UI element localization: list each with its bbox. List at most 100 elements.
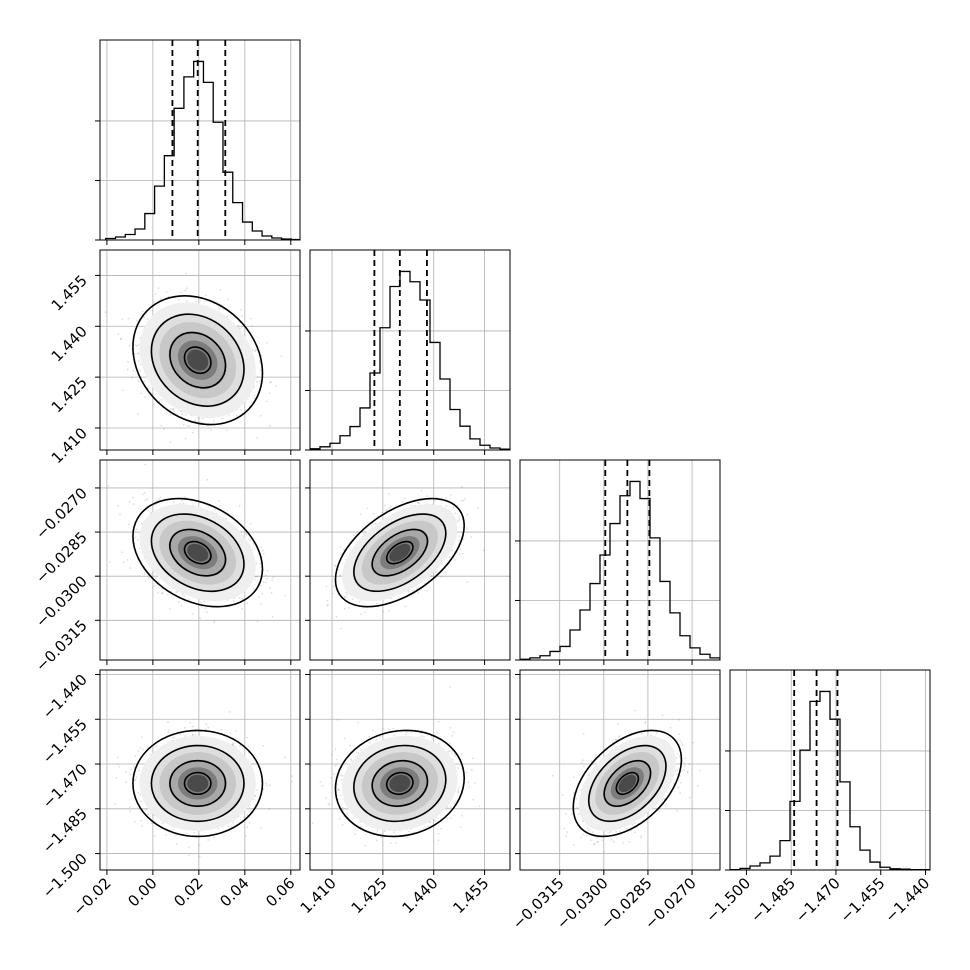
contour-line [353,513,447,593]
sample-point [181,413,183,415]
sample-point [121,318,124,320]
sample-point [415,587,418,590]
sample-point [269,587,271,589]
sample-point [466,528,468,530]
sample-point [256,437,258,439]
sample-point [127,317,130,320]
sample-point [238,597,241,599]
sample-point [253,395,256,397]
sample-point [149,753,152,756]
sample-point [397,596,400,599]
sample-point [260,603,262,605]
sample-point [187,854,190,857]
sample-point [459,548,462,551]
sample-point [163,428,166,430]
sample-point [123,561,125,564]
sample-point [151,309,154,312]
sample-point [132,370,135,372]
sample-point [340,627,342,630]
sample-point [137,380,140,383]
sample-point [203,600,206,603]
sample-point [334,564,337,567]
sample-point [169,441,172,443]
sample-point [450,493,452,496]
sample-point [151,586,154,589]
sample-point [148,576,150,579]
sample-point [326,604,329,607]
sample-point [131,376,134,379]
sample-point [136,319,139,322]
sample-point [417,591,420,594]
sample-point [146,498,149,500]
sample-point [128,501,131,503]
sample-point [265,400,268,403]
sample-point [200,421,203,424]
sample-point [426,495,428,498]
sample-point [206,424,209,427]
sample-point [127,360,129,363]
contour-line [150,313,245,407]
sample-point [134,536,137,539]
sample-point [388,506,391,509]
sample-point [153,585,156,587]
sample-point [213,621,215,624]
sample-point [180,291,182,294]
contour-line [334,497,465,608]
sample-point [252,588,255,591]
sample-point [182,423,185,426]
sample-point [186,300,188,303]
sample-point [240,409,243,411]
sample-point [135,528,138,531]
sample-point [183,496,186,498]
sample-point [255,562,258,564]
sample-point [291,775,293,777]
sample-point [194,734,197,736]
sample-point [166,291,168,293]
sample-point [185,272,188,275]
sample-point [195,300,198,303]
sample-point [171,408,174,411]
sample-point [180,604,183,607]
sample-point [109,561,111,564]
sample-point [169,413,172,415]
sample-point [225,517,228,520]
sample-point [138,547,141,550]
axes-frame [309,459,511,661]
sample-point [227,414,230,417]
sample-point [240,607,243,610]
sample-point [372,512,375,515]
axes-frame [309,249,511,451]
sample-point [249,522,252,525]
sample-point [250,325,253,327]
sample-point [261,549,264,552]
sample-point [466,581,468,584]
sample-point [440,575,443,578]
sample-point [137,352,140,355]
sample-point [141,310,144,313]
sample-point [128,344,131,347]
sample-point [166,594,169,596]
sample-point [182,502,185,505]
sample-point [156,592,159,594]
sample-point [204,300,206,303]
sample-point [233,742,235,745]
sample-point [104,311,107,314]
sample-point [133,779,136,782]
sample-point [253,386,256,389]
contour-line [183,346,212,375]
sample-point [461,531,463,533]
sample-point [512,522,514,524]
sample-point [122,389,124,392]
histogram-panel-0 [95,39,301,245]
sample-point [254,578,256,581]
sample-point [137,344,140,346]
sample-point [154,577,157,580]
sample-point [460,499,463,502]
sample-point [410,504,413,507]
sample-point [252,763,255,765]
sample-point [169,408,172,411]
sample-point [280,355,283,358]
sample-point [252,543,255,545]
sample-point [200,601,203,604]
sample-point [255,349,257,351]
